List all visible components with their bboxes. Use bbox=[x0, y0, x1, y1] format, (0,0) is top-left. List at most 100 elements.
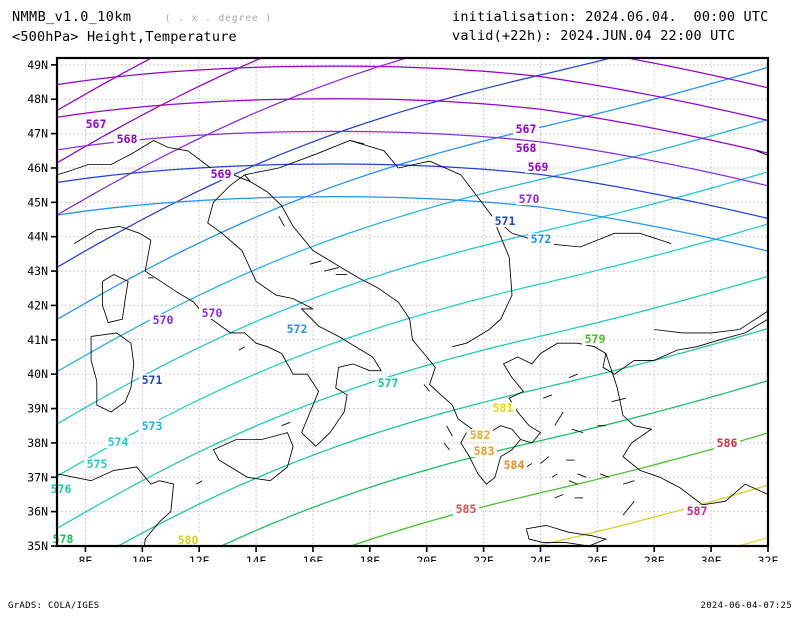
coastline-segment bbox=[554, 494, 564, 499]
x-tick-label: 16E bbox=[303, 554, 324, 562]
y-tick-label: 42N bbox=[27, 298, 48, 312]
coastline-segment bbox=[526, 463, 533, 468]
coastline-segment bbox=[423, 384, 430, 392]
coastline-segment bbox=[540, 456, 550, 464]
contour-label-577: 577 bbox=[375, 376, 401, 390]
coastline-segment bbox=[605, 353, 768, 506]
coastline-segment bbox=[571, 428, 584, 434]
svg-text:581: 581 bbox=[493, 401, 514, 415]
contour-label-584: 584 bbox=[501, 458, 527, 472]
coastline-segment bbox=[278, 215, 285, 227]
x-tick-label: 30E bbox=[701, 554, 722, 562]
contour-label-578: 578 bbox=[50, 532, 76, 546]
contour-label-574: 574 bbox=[105, 435, 131, 449]
coastline-segment bbox=[144, 174, 382, 447]
svg-text:583: 583 bbox=[474, 444, 495, 458]
coastline-segment bbox=[611, 397, 626, 403]
contour-line-north-572 bbox=[57, 196, 768, 252]
coastline-segment bbox=[577, 473, 587, 478]
chart-footer: GrADS: COLA/IGES 2024-06-04-07:25 bbox=[0, 590, 800, 618]
contour-line-north-571 bbox=[57, 163, 768, 220]
y-tick-label: 38N bbox=[27, 436, 48, 450]
coastline-segment bbox=[90, 332, 135, 413]
contour-label-568: 568 bbox=[114, 132, 140, 146]
coastline-segment bbox=[244, 140, 399, 176]
contour-label-575: 575 bbox=[84, 457, 110, 471]
x-tick-label: 32E bbox=[758, 554, 779, 562]
units-note: ( . x . degree ) bbox=[164, 13, 273, 24]
y-tick-label: 44N bbox=[27, 230, 48, 244]
svg-text:567: 567 bbox=[86, 117, 107, 131]
svg-text:579: 579 bbox=[585, 332, 606, 346]
contour-line-571 bbox=[57, 58, 614, 269]
coastline-segment bbox=[525, 524, 608, 546]
contour-label-580: 580 bbox=[175, 533, 201, 547]
x-tick-label: 10E bbox=[132, 554, 153, 562]
svg-text:571: 571 bbox=[142, 373, 163, 387]
coastline-segment bbox=[102, 274, 129, 324]
svg-text:575: 575 bbox=[87, 457, 108, 471]
contour-label-571: 571 bbox=[492, 214, 518, 228]
x-tick-label: 20E bbox=[416, 554, 437, 562]
coastline-segment bbox=[554, 411, 564, 426]
header-right-block: initialisation: 2024.06.04. 00:00 UTC va… bbox=[452, 8, 768, 46]
coastline-segment bbox=[213, 432, 294, 482]
x-axis-ticks: 8E 10E 12E 14E 16E 18E 20E 22E 24E 26E 28E 30E 32E bbox=[79, 546, 779, 562]
contour-label-570: 570 bbox=[150, 313, 176, 327]
contour-line-574 bbox=[57, 171, 768, 425]
svg-text:585: 585 bbox=[456, 502, 477, 516]
coastline-segment bbox=[502, 318, 768, 444]
y-tick-label: 43N bbox=[27, 264, 48, 278]
y-tick-label: 35N bbox=[27, 539, 48, 553]
y-tick-label: 46N bbox=[27, 161, 48, 175]
contour-label-573: 573 bbox=[139, 419, 165, 433]
contour-line-north-569 bbox=[57, 98, 768, 154]
contour-line-569 bbox=[57, 58, 264, 164]
contour-label-583: 583 bbox=[471, 444, 497, 458]
coastline-segment bbox=[73, 225, 152, 244]
svg-text:572: 572 bbox=[287, 322, 308, 336]
contour-label-576: 576 bbox=[48, 482, 74, 496]
x-tick-label: 14E bbox=[246, 554, 267, 562]
contour-line-578 bbox=[219, 380, 768, 546]
y-tick-label: 40N bbox=[27, 367, 48, 381]
coastline-segment bbox=[324, 267, 339, 272]
contour-line-576 bbox=[57, 275, 768, 530]
svg-text:571: 571 bbox=[495, 214, 516, 228]
header-level-field: <500hPa> Height,Temperature bbox=[12, 29, 237, 45]
contour-label-587: 587 bbox=[684, 504, 710, 518]
map-plot-area: 567 568 569 570 571 572 567 568 569 570 570 571 572 5… bbox=[0, 52, 800, 562]
svg-text:577: 577 bbox=[378, 376, 399, 390]
chart-header: NMMB_v1.0_10km ( . x . degree ) <500hPa>… bbox=[0, 0, 800, 52]
initialisation-time: initialisation: 2024.06.04. 00:00 UTC bbox=[452, 9, 769, 25]
svg-text:576: 576 bbox=[51, 482, 72, 496]
contour-label-567: 567 bbox=[83, 117, 109, 131]
header-model-line: NMMB_v1.0_10km ( . x . degree ) bbox=[12, 8, 272, 28]
contour-label-579: 579 bbox=[582, 332, 608, 346]
render-timestamp: 2024-06-04-07:25 bbox=[700, 601, 792, 611]
coastline-segment bbox=[622, 480, 635, 485]
svg-text:584: 584 bbox=[504, 458, 525, 472]
svg-text:574: 574 bbox=[108, 435, 129, 449]
svg-text:569: 569 bbox=[211, 167, 232, 181]
x-tick-label: 28E bbox=[644, 554, 665, 562]
contour-labels: 5675685695705715725675685695705705715725… bbox=[48, 117, 740, 547]
coastline-segment bbox=[443, 442, 450, 451]
svg-text:582: 582 bbox=[470, 428, 491, 442]
y-tick-label: 37N bbox=[27, 470, 48, 484]
coastline-segment bbox=[551, 473, 558, 478]
grads-credit: GrADS: COLA/IGES bbox=[8, 601, 100, 611]
coastline-segment bbox=[446, 425, 453, 437]
coastline-segment bbox=[349, 140, 365, 145]
y-tick-label: 39N bbox=[27, 402, 48, 416]
svg-text:567: 567 bbox=[516, 122, 537, 136]
svg-text:573: 573 bbox=[142, 419, 163, 433]
svg-text:568: 568 bbox=[117, 132, 138, 146]
contour-label-572: 572 bbox=[528, 232, 554, 246]
svg-text:578: 578 bbox=[53, 532, 74, 546]
contour-lines bbox=[57, 58, 768, 546]
coastline-segment bbox=[57, 466, 175, 546]
contour-line-570 bbox=[57, 58, 409, 216]
svg-text:570: 570 bbox=[153, 313, 174, 327]
coastline-segment bbox=[196, 480, 203, 485]
